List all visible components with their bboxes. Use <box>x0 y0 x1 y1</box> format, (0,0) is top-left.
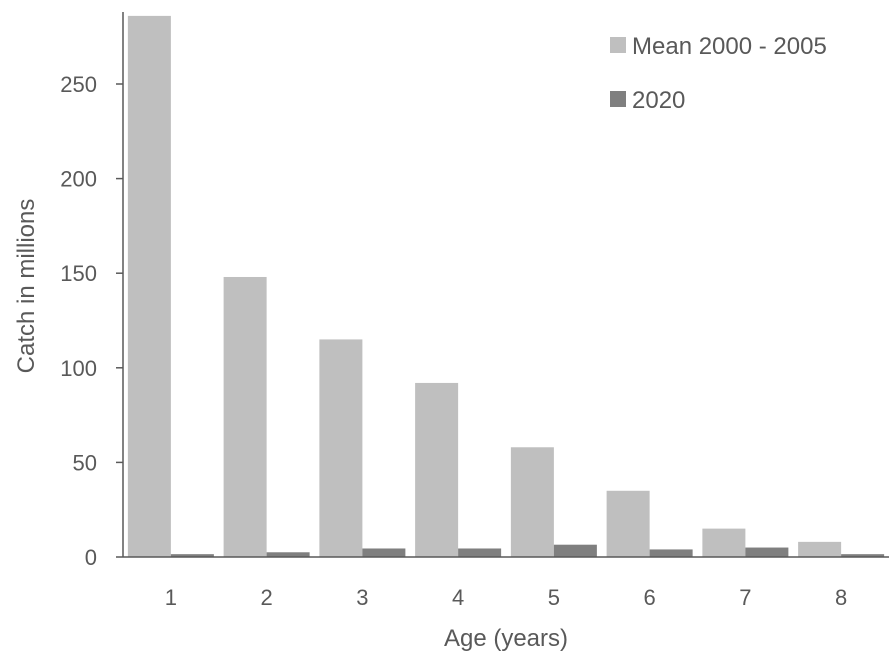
bar-mean-2000-2005-age-5 <box>510 447 554 557</box>
bar-2020-age-4 <box>458 548 502 557</box>
bar-2020-age-2 <box>266 552 310 557</box>
x-tick-label: 5 <box>548 585 560 610</box>
bar-mean-2000-2005-age-4 <box>415 382 459 557</box>
bars-layer <box>127 15 885 557</box>
x-tick-label: 6 <box>644 585 656 610</box>
bar-mean-2000-2005-age-1 <box>127 15 171 557</box>
x-tick-label: 8 <box>835 585 847 610</box>
bar-2020-age-1 <box>170 554 214 557</box>
y-tick-label: 250 <box>60 72 97 97</box>
y-tick-label: 100 <box>60 356 97 381</box>
x-tick-label: 7 <box>739 585 751 610</box>
legend-label-2020: 2020 <box>632 87 685 114</box>
x-tick-labels: 1 2 3 4 5 6 7 8 <box>165 585 848 610</box>
legend: Mean 2000 - 2005 2020 <box>610 33 827 114</box>
bar-2020-age-7 <box>745 547 789 557</box>
y-tick-label: 200 <box>60 167 97 192</box>
axes-layer <box>122 12 889 558</box>
x-tick-label: 3 <box>356 585 368 610</box>
y-tick-label: 50 <box>73 450 97 475</box>
legend-swatch-2020 <box>610 91 626 107</box>
x-tick-label: 2 <box>261 585 273 610</box>
legend-label-mean-2000-2005: Mean 2000 - 2005 <box>632 33 827 60</box>
bar-2020-age-3 <box>362 548 406 557</box>
bar-mean-2000-2005-age-2 <box>223 276 267 557</box>
bar-2020-age-8 <box>841 554 885 557</box>
bar-2020-age-6 <box>649 549 693 557</box>
y-axis-title: Catch in millions <box>13 199 40 374</box>
bar-mean-2000-2005-age-3 <box>319 339 363 557</box>
x-axis-title: Age (years) <box>444 625 568 652</box>
legend-swatch-mean-2000-2005 <box>610 37 626 53</box>
x-tick-label: 1 <box>165 585 177 610</box>
bar-2020-age-5 <box>553 544 597 557</box>
y-tick-label: 0 <box>85 545 97 570</box>
bar-mean-2000-2005-age-8 <box>798 541 842 557</box>
y-tick-labels: 0 50 100 150 200 250 <box>60 72 123 570</box>
bar-mean-2000-2005-age-7 <box>702 528 746 557</box>
x-tick-label: 4 <box>452 585 464 610</box>
y-tick-label: 150 <box>60 261 97 286</box>
bar-mean-2000-2005-age-6 <box>606 490 650 557</box>
